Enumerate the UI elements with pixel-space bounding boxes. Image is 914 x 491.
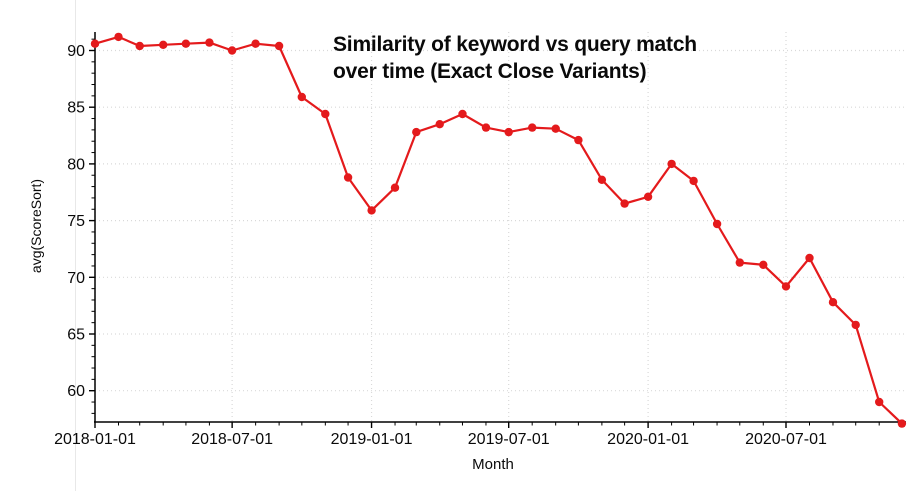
data-point bbox=[458, 109, 467, 119]
data-point bbox=[481, 123, 491, 132]
data-point bbox=[828, 298, 838, 307]
x-axis-label: Month bbox=[472, 456, 514, 473]
data-point bbox=[735, 258, 744, 267]
data-point bbox=[321, 109, 330, 119]
data-point bbox=[504, 127, 513, 137]
data-point bbox=[875, 397, 884, 407]
y-tick-label: 75 bbox=[67, 213, 85, 230]
y-tick-label: 70 bbox=[67, 270, 85, 287]
x-tick-label: 2020-07-01 bbox=[745, 431, 827, 448]
x-tick-label: 2019-07-01 bbox=[468, 431, 550, 448]
data-point bbox=[227, 46, 237, 55]
data-point bbox=[574, 135, 583, 145]
data-point bbox=[181, 39, 191, 48]
data-point bbox=[643, 192, 653, 201]
data-point bbox=[712, 219, 722, 229]
data-point bbox=[620, 199, 629, 208]
data-point bbox=[897, 419, 907, 428]
y-tick-label: 65 bbox=[67, 327, 85, 344]
data-point bbox=[597, 175, 607, 184]
data-point bbox=[297, 92, 306, 102]
data-point bbox=[435, 120, 444, 129]
data-point bbox=[343, 173, 353, 182]
data-point bbox=[135, 41, 144, 51]
data-point bbox=[851, 320, 860, 330]
data-point bbox=[159, 40, 168, 49]
data-point bbox=[205, 38, 214, 47]
x-tick-label: 2018-07-01 bbox=[191, 431, 273, 448]
data-point bbox=[412, 127, 421, 137]
data-point bbox=[528, 123, 537, 132]
panel-left-border bbox=[75, 0, 76, 491]
data-point bbox=[90, 39, 100, 48]
data-point bbox=[551, 124, 560, 133]
y-tick-label: 80 bbox=[67, 156, 85, 173]
data-point bbox=[759, 260, 768, 269]
x-tick-label: 2018-01-01 bbox=[54, 431, 136, 448]
chart-title-line-1: Similarity of keyword vs query match bbox=[333, 33, 697, 56]
chart-title: Similarity of keyword vs query match ove… bbox=[333, 31, 697, 85]
chart-title-line-2: over time (Exact Close Variants) bbox=[333, 60, 647, 83]
data-point bbox=[667, 159, 676, 169]
data-point bbox=[274, 41, 284, 51]
y-tick-label: 90 bbox=[67, 43, 85, 60]
data-point bbox=[251, 39, 260, 48]
data-point bbox=[689, 176, 698, 186]
y-tick-label: 85 bbox=[67, 100, 85, 117]
y-axis-label: avg(ScoreSort) bbox=[28, 178, 44, 274]
y-tick-label: 60 bbox=[67, 383, 85, 400]
data-point bbox=[805, 253, 814, 263]
data-point bbox=[114, 32, 123, 42]
data-point bbox=[390, 183, 400, 192]
x-tick-label: 2019-01-01 bbox=[331, 431, 413, 448]
data-point bbox=[781, 282, 791, 291]
data-point bbox=[367, 206, 376, 215]
x-tick-label: 2020-01-01 bbox=[607, 431, 689, 448]
data-line bbox=[93, 35, 903, 425]
